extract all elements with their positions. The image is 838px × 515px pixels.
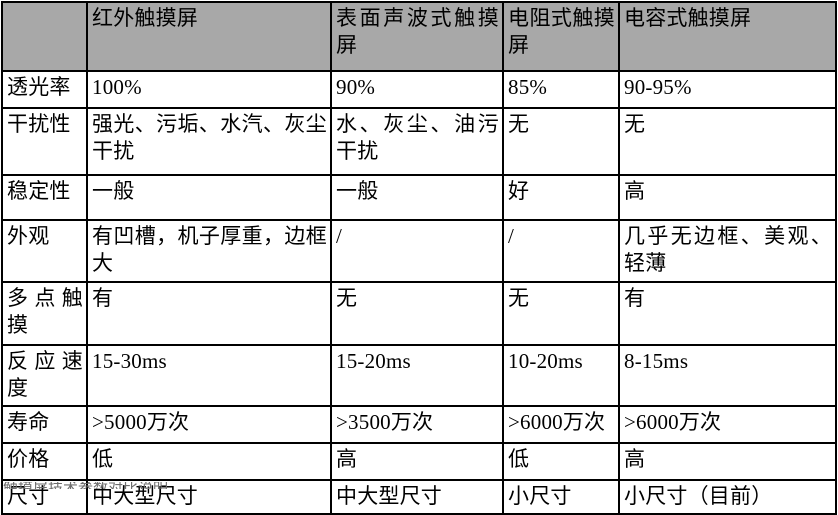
cell-appearance-capacitive: 几乎无边框、美观、轻薄 [618,219,837,283]
cell-price-infrared: 低 [86,442,332,482]
table-row: 外观 有凹槽，机子厚重，边框大 / / 几乎无边框、美观、轻薄 [1,219,837,283]
header-cell-feature [1,1,88,72]
cell-multitouch-capacitive: 有 [618,280,837,346]
cell-lifespan-infrared: >5000万次 [86,405,332,445]
row-label-stability: 稳定性 [1,174,88,221]
cell-appearance-resistive: / [502,219,620,283]
cell-lifespan-capacitive: >6000万次 [618,405,837,445]
cell-lifespan-resistive: >6000万次 [502,405,620,445]
cell-multitouch-resistive: 无 [502,280,620,346]
cell-appearance-infrared: 有凹槽，机子厚重，边框大 [86,219,332,283]
cell-appearance-saw: / [330,219,504,283]
cell-transmittance-saw: 90% [330,70,504,109]
cell-price-saw: 高 [330,442,504,482]
cell-size-resistive: 小尺寸 [502,479,620,515]
table-header: 红外触摸屏 表面声波式触摸屏 电阻式触摸屏 电容式触摸屏 [1,1,837,72]
cell-stability-saw: 一般 [330,174,504,221]
cell-price-resistive: 低 [502,442,620,482]
row-label-response-speed: 反应速度 [1,343,88,408]
row-label-multitouch: 多点触摸 [1,280,88,346]
row-label-lifespan: 寿命 [1,405,88,445]
table-row: 干扰性 强光、污垢、水汽、灰尘干扰 水、灰尘、油污干扰 无 无 [1,107,837,176]
header-row: 红外触摸屏 表面声波式触摸屏 电阻式触摸屏 电容式触摸屏 [1,1,837,72]
clipped-caption-text: 触摸屏技术参数对比说明 [3,482,323,489]
table-row: 寿命 >5000万次 >3500万次 >6000万次 >6000万次 [1,405,837,445]
cell-price-capacitive: 高 [618,442,837,482]
cell-response-speed-capacitive: 8-15ms [618,343,837,408]
header-cell-infrared: 红外触摸屏 [86,1,332,72]
cell-response-speed-saw: 15-20ms [330,343,504,408]
cell-stability-resistive: 好 [502,174,620,221]
cell-size-capacitive: 小尺寸（目前） [618,479,837,515]
cell-response-speed-infrared: 15-30ms [86,343,332,408]
cell-size-saw: 中大型尺寸 [330,479,504,515]
table-row: 价格 低 高 低 高 [1,442,837,482]
table-row: 反应速度 15-30ms 15-20ms 10-20ms 8-15ms [1,343,837,408]
table-row: 透光率 100% 90% 85% 90-95% [1,70,837,109]
header-cell-resistive: 电阻式触摸屏 [502,1,620,72]
cell-interference-capacitive: 无 [618,107,837,176]
cell-transmittance-resistive: 85% [502,70,620,109]
cell-response-speed-resistive: 10-20ms [502,343,620,408]
row-label-interference: 干扰性 [1,107,88,176]
cell-interference-saw: 水、灰尘、油污干扰 [330,107,504,176]
table-row: 多点触摸 有 无 无 有 [1,280,837,346]
row-label-transmittance: 透光率 [1,70,88,109]
row-label-price: 价格 [1,442,88,482]
cell-stability-capacitive: 高 [618,174,837,221]
table-body: 透光率 100% 90% 85% 90-95% 干扰性 强光、污垢、水汽、灰尘干… [1,70,837,515]
cell-multitouch-saw: 无 [330,280,504,346]
cell-lifespan-saw: >3500万次 [330,405,504,445]
header-cell-saw: 表面声波式触摸屏 [330,1,504,72]
table-row: 稳定性 一般 一般 好 高 [1,174,837,221]
cell-multitouch-infrared: 有 [86,280,332,346]
cell-interference-resistive: 无 [502,107,620,176]
cell-stability-infrared: 一般 [86,174,332,221]
header-cell-capacitive: 电容式触摸屏 [618,1,837,72]
cell-transmittance-infrared: 100% [86,70,332,109]
row-label-appearance: 外观 [1,219,88,283]
cell-interference-infrared: 强光、污垢、水汽、灰尘干扰 [86,107,332,176]
cell-transmittance-capacitive: 90-95% [618,70,837,109]
